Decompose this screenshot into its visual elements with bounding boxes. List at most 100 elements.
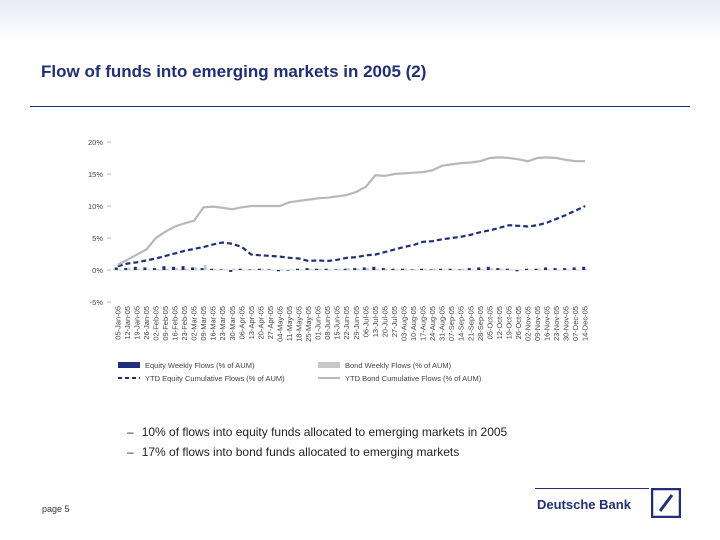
x-tick-label: 12-Jan-05 — [123, 306, 132, 340]
x-tick-label: 16-Nov-05 — [543, 306, 552, 341]
x-tick-label: 02-Feb-05 — [151, 306, 160, 341]
bullet-marker: – — [127, 445, 134, 459]
x-tick-label: 11-May-05 — [285, 306, 294, 341]
bar-bond-weekly — [384, 268, 388, 270]
bar-bond-weekly — [499, 268, 503, 270]
bar-equity-weekly — [429, 269, 433, 270]
x-tick-label: 02-Nov-05 — [523, 306, 532, 341]
bar-equity-weekly — [544, 267, 548, 270]
y-tick-label: 10% — [88, 202, 103, 211]
bar-bond-weekly — [461, 268, 465, 270]
x-tick-label: 29-Jun-05 — [352, 306, 361, 340]
line-ytd-equity — [117, 205, 586, 268]
bar-bond-weekly — [213, 268, 217, 270]
bar-equity-weekly — [448, 268, 452, 270]
bar-bond-weekly — [251, 269, 255, 270]
bar-equity-weekly — [114, 267, 118, 270]
bar-bond-weekly — [222, 269, 226, 270]
x-tick-label: 09-Nov-05 — [533, 306, 542, 341]
x-tick-label: 19-Jan-05 — [132, 306, 141, 340]
x-tick-label: 14-Dec-05 — [581, 306, 590, 341]
bar-equity-weekly — [467, 268, 471, 270]
x-tick-label: 09-Feb-05 — [161, 306, 170, 341]
bar-equity-weekly — [477, 267, 481, 270]
bar-bond-weekly — [327, 269, 331, 270]
bar-bond-weekly — [403, 268, 408, 270]
x-tick-label: 31-Aug-05 — [438, 306, 447, 341]
legend-label: Bond Weekly Flows (% of AUM) — [345, 361, 452, 370]
bar-equity-weekly — [534, 268, 538, 270]
bar-equity-weekly — [210, 268, 214, 270]
bar-bond-weekly — [127, 268, 131, 270]
line-ytd-bond — [117, 156, 586, 266]
y-tick-label: 20% — [88, 138, 103, 147]
x-tick-label: 19-Oct-05 — [504, 306, 513, 339]
x-tick-label: 09-Mar-05 — [199, 306, 208, 341]
legend-label: YTD Bond Cumulative Flows (% of AUM) — [345, 374, 482, 383]
bar-bond-weekly — [289, 269, 293, 270]
y-tick-label: 5% — [92, 234, 103, 243]
bar-bond-weekly — [480, 268, 484, 270]
bar-bond-weekly — [356, 268, 360, 270]
bar-bond-weekly — [575, 269, 579, 270]
slide-title: Flow of funds into emerging markets in 2… — [41, 62, 427, 81]
bar-equity-weekly — [353, 268, 357, 270]
bar-equity-weekly — [524, 268, 528, 270]
bar-bond-weekly — [556, 269, 560, 270]
bar-equity-weekly — [171, 266, 176, 270]
x-tick-label: 16-Mar-05 — [209, 306, 218, 341]
x-tick-label: 26-Jan-05 — [142, 306, 151, 340]
bar-bond-weekly — [318, 268, 322, 270]
x-tick-label: 06-Jul-05 — [361, 306, 370, 337]
brand-name: Deutsche Bank — [537, 497, 631, 512]
x-tick-label: 24-Aug-05 — [428, 306, 437, 341]
bar-bond-weekly — [585, 269, 589, 270]
x-tick-label: 08-Jun-05 — [323, 306, 332, 340]
x-tick-label: 02-Mar-05 — [190, 306, 199, 341]
y-tick-label: -5% — [90, 298, 104, 307]
bullet-text: 10% of flows into equity funds allocated… — [141, 425, 508, 439]
bar-equity-weekly — [133, 266, 137, 270]
bar-equity-weekly — [439, 268, 443, 270]
bar-equity-weekly — [362, 267, 366, 270]
bar-equity-weekly — [276, 270, 280, 272]
bar-equity-weekly — [553, 268, 557, 270]
x-tick-label: 27-Apr-05 — [266, 306, 275, 339]
bar-bond-weekly — [413, 269, 417, 270]
bar-equity-weekly — [496, 268, 500, 270]
x-tick-label: 27-Jul-05 — [390, 306, 399, 337]
bar-bond-weekly — [165, 268, 169, 270]
bar-equity-weekly — [572, 267, 576, 270]
bar-equity-weekly — [257, 268, 261, 270]
bar-bond-weekly — [232, 268, 236, 270]
bar-equity-weekly — [486, 266, 490, 270]
bar-bond-weekly — [470, 269, 474, 270]
bar-bond-weekly — [279, 269, 284, 270]
bar-bond-weekly — [566, 269, 570, 270]
bar-bond-weekly — [260, 268, 264, 270]
bar-bond-weekly — [547, 269, 551, 270]
bullet-item: – 17% of flows into bond funds allocated… — [127, 442, 507, 462]
bar-equity-weekly — [238, 268, 242, 270]
bar-equity-weekly — [505, 268, 509, 270]
x-tick-label: 17-Aug-05 — [419, 306, 428, 341]
bar-bond-weekly — [508, 269, 512, 270]
x-tick-label: 28-Sep-05 — [476, 306, 485, 341]
bar-bond-weekly — [518, 269, 522, 270]
x-tick-label: 20-Jul-05 — [380, 306, 389, 337]
bar-equity-weekly — [582, 266, 586, 270]
x-tick-label: 04-May-05 — [275, 306, 284, 342]
x-tick-label: 07-Sep-05 — [447, 306, 456, 341]
x-tick-label: 05-Oct-05 — [485, 306, 494, 339]
lines-group — [117, 156, 586, 268]
bar-equity-weekly — [372, 266, 376, 270]
x-tick-label: 30-Nov-05 — [562, 306, 571, 341]
bar-equity-weekly — [219, 269, 223, 270]
bar-bond-weekly — [432, 268, 436, 270]
x-tick-label: 30-Mar-05 — [228, 306, 237, 341]
bar-equity-weekly — [124, 268, 128, 270]
bar-bond-weekly — [365, 268, 369, 270]
bar-bond-weekly — [175, 268, 179, 270]
bar-bond-weekly — [451, 269, 455, 270]
bar-equity-weekly — [248, 269, 252, 270]
